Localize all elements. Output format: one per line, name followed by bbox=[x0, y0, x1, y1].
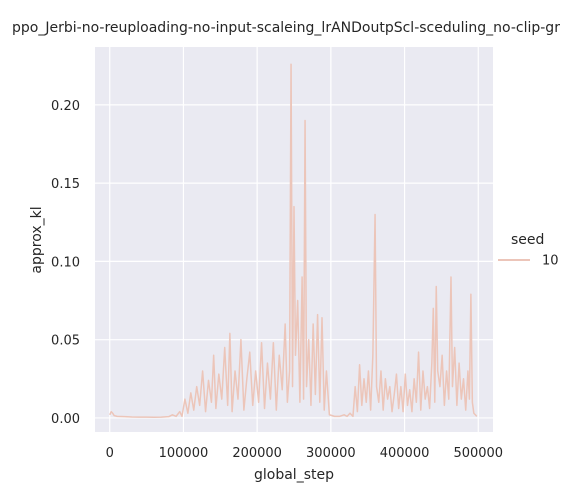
y-tick-label: 0.00 bbox=[51, 412, 80, 427]
x-tick-label: 500000 bbox=[453, 446, 503, 461]
chart-title: ppo_Jerbi-no-reuploading-no-input-scalei… bbox=[12, 20, 560, 36]
legend-title: seed bbox=[511, 232, 544, 248]
legend: seed 10 bbox=[498, 232, 559, 269]
y-axis-label: approx_kl bbox=[29, 206, 45, 273]
series-line-10 bbox=[109, 63, 478, 419]
y-tick-label: 0.05 bbox=[51, 334, 80, 349]
y-tick-label: 0.10 bbox=[51, 255, 80, 270]
y-tick-label: 0.20 bbox=[51, 99, 80, 114]
grid bbox=[95, 47, 493, 432]
y-axis-ticks: 0.00 0.05 0.10 0.15 0.20 bbox=[51, 99, 80, 427]
x-tick-label: 100000 bbox=[159, 446, 209, 461]
y-tick-label: 0.15 bbox=[51, 177, 80, 192]
legend-label-10: 10 bbox=[542, 254, 559, 269]
x-axis-ticks: 0 100000 200000 300000 400000 500000 bbox=[106, 446, 503, 461]
x-tick-label: 400000 bbox=[380, 446, 430, 461]
x-tick-label: 0 bbox=[106, 446, 114, 461]
x-tick-label: 300000 bbox=[306, 446, 356, 461]
series-group bbox=[109, 63, 478, 419]
x-axis-label: global_step bbox=[254, 467, 334, 483]
x-tick-label: 200000 bbox=[232, 446, 282, 461]
